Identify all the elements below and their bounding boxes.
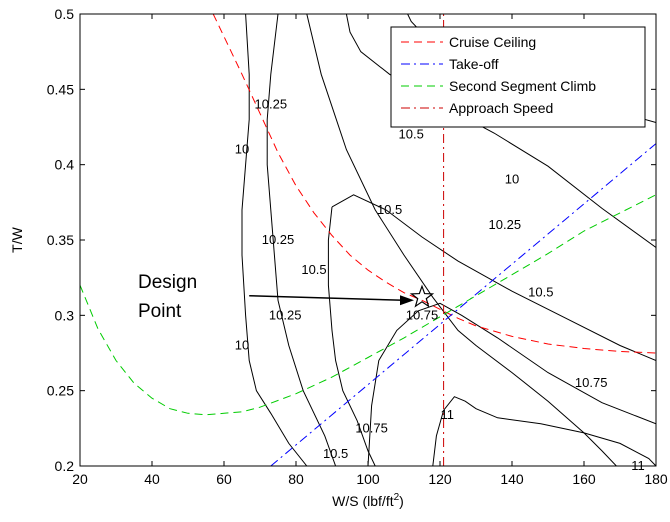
contour-label-10: 10.5: [528, 285, 553, 300]
y-tick-label: 0.3: [55, 307, 75, 323]
contour-label-5: 10.5: [301, 262, 326, 277]
y-tick-label: 0.5: [55, 6, 75, 22]
contour-label-4: 10.25: [269, 307, 302, 322]
x-tick-label: 180: [644, 471, 668, 487]
contour-label-3: 10.25: [262, 232, 295, 247]
legend-label-cruise-ceiling: Cruise Ceiling: [449, 34, 536, 50]
x-label-end: ): [399, 493, 404, 509]
series-line-take-off: [271, 144, 656, 466]
x-tick-label: 160: [572, 471, 596, 487]
y-tick-label: 0.35: [47, 232, 74, 248]
y-tick-label: 0.45: [47, 81, 74, 97]
y-tick-label: 0.4: [55, 157, 75, 173]
contour-label-15: 11: [440, 407, 454, 422]
contour-11-8: [433, 397, 656, 466]
legend-label-approach-speed: Approach Speed: [449, 100, 553, 116]
design-point-arrow: [249, 296, 404, 301]
design-point-star-icon: [412, 286, 433, 306]
contour-label-1: 10: [235, 337, 249, 352]
y-axis-label: T/W: [9, 226, 25, 252]
x-tick-label: 140: [500, 471, 524, 487]
y-tick-label: 0.25: [47, 383, 74, 399]
x-tick-label: 120: [428, 471, 452, 487]
contour-label-14: 10.5: [323, 446, 348, 461]
x-axis-label: W/S (lbf/ft2): [332, 492, 404, 509]
x-tick-label: 60: [216, 471, 232, 487]
annotation-line1: Design: [138, 272, 197, 293]
contour-label-13: 10.75: [355, 420, 388, 435]
contour-label-8: 10.25: [489, 217, 522, 232]
contour-label-2: 10.25: [255, 96, 288, 111]
contour-label-11: 10.75: [406, 307, 439, 322]
x-tick-label: 80: [288, 471, 304, 487]
annotation-line2: Point: [138, 301, 182, 322]
contour-label-9: 10: [505, 172, 519, 187]
x-tick-label: 40: [144, 471, 160, 487]
x-tick-label: 20: [72, 471, 88, 487]
legend-label-second-segment-climb: Second Segment Climb: [449, 78, 596, 94]
y-tick-label: 0.2: [55, 458, 75, 474]
contour-label-6: 10.5: [399, 127, 424, 142]
arrow-head: [400, 295, 414, 305]
legend: Cruise Ceiling Take-off Second Segment Cli…: [391, 27, 645, 127]
contour-label-12: 10.75: [575, 375, 608, 390]
legend-label-take-off: Take-off: [449, 56, 499, 72]
x-tick-label: 100: [356, 471, 380, 487]
contour-label-0: 10: [235, 142, 249, 157]
x-label-main: W/S (lbf/ft: [332, 493, 394, 509]
contour-labels: 10 10 10.25 10.25 10.25 10.5 10.5 10.5 10.25 10 10…: [235, 96, 645, 473]
contour-label-7: 10.5: [377, 202, 402, 217]
